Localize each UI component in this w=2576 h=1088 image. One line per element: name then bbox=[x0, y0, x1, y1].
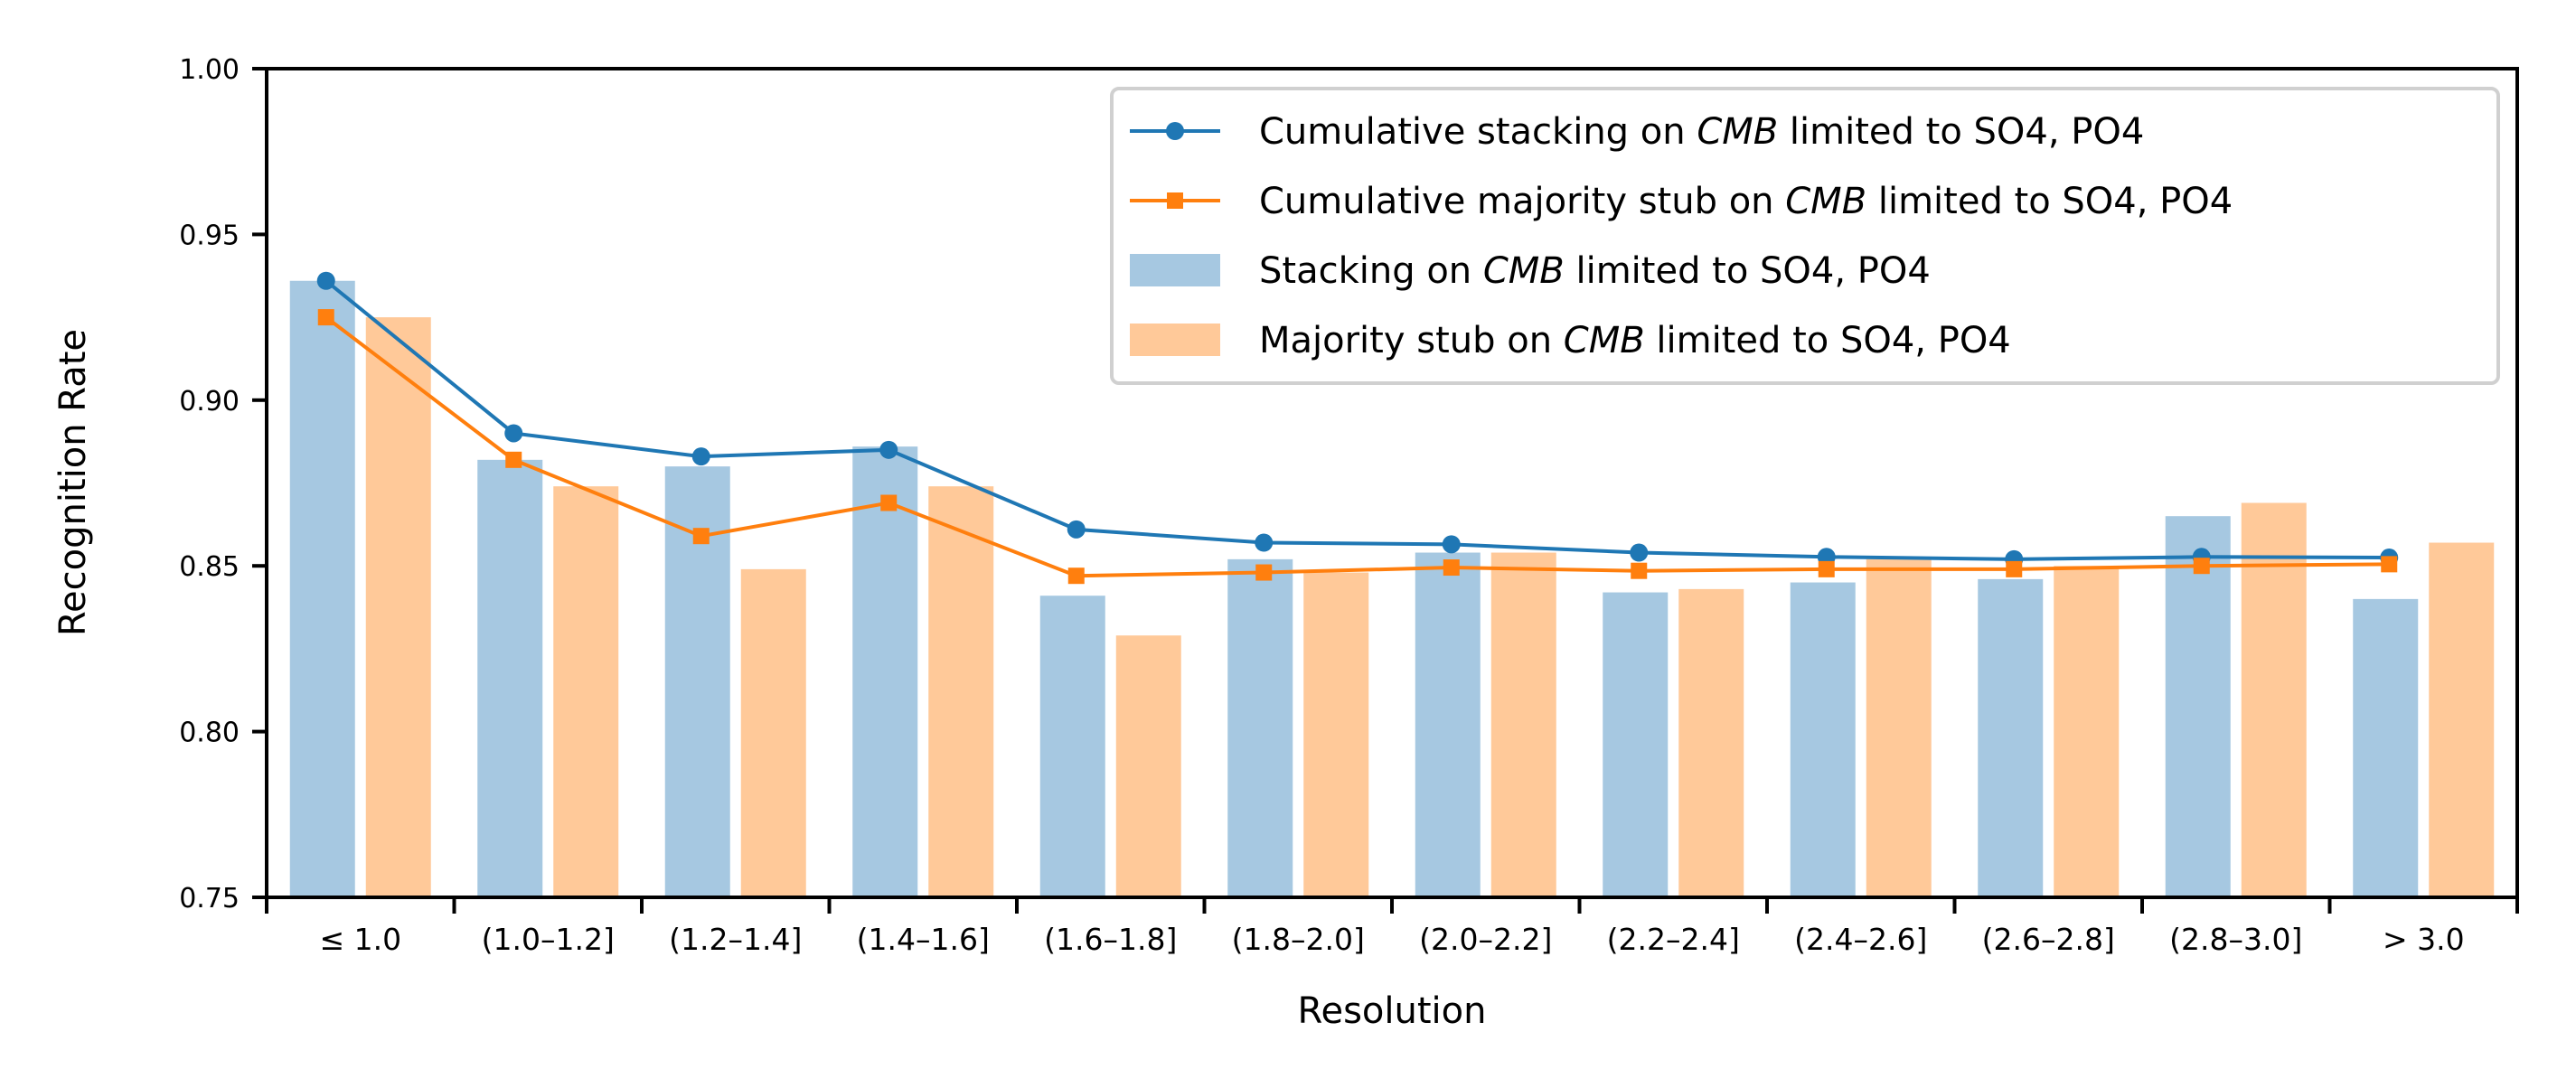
x-tick-label-3: (1.2–1.4] bbox=[669, 922, 802, 957]
bar-series2-7 bbox=[1490, 552, 1556, 897]
x-tick-label-12: > 3.0 bbox=[2383, 922, 2465, 957]
legend-box bbox=[1110, 87, 2500, 385]
point-series4-3 bbox=[692, 528, 710, 545]
bar-series2-12 bbox=[2429, 542, 2495, 897]
point-series4-12 bbox=[2381, 556, 2398, 573]
bar-series1-11 bbox=[2165, 516, 2231, 897]
bar-series1-9 bbox=[1790, 582, 1856, 897]
x-tick-label-7: (2.0–2.2] bbox=[1419, 922, 1552, 957]
legend-label-3: Stacking on CMB limited to SO4, PO4 bbox=[1259, 250, 1931, 292]
y-tick-label-5: 0.95 bbox=[179, 220, 240, 251]
legend-label-2: Cumulative majority stub on CMB limited … bbox=[1259, 181, 2233, 222]
x-axis-label: Resolution bbox=[1297, 990, 1486, 1032]
bar-series1-7 bbox=[1415, 552, 1481, 897]
bar-series1-5 bbox=[1039, 596, 1105, 897]
y-axis-ticks: 0.75 0.80 0.85 0.90 0.95 1.00 bbox=[179, 54, 267, 914]
point-series4-8 bbox=[1631, 562, 1648, 579]
bar-series1-10 bbox=[1978, 578, 2044, 897]
legend-swatch-3 bbox=[1130, 254, 1220, 286]
point-series4-4 bbox=[880, 494, 898, 511]
legend-label-4: Majority stub on CMB limited to SO4, PO4 bbox=[1259, 320, 2011, 361]
point-series4-9 bbox=[1818, 560, 1835, 577]
point-series3-8 bbox=[1630, 543, 1649, 562]
y-tick-label-4: 0.90 bbox=[179, 386, 240, 417]
point-series3-6 bbox=[1255, 533, 1274, 552]
bar-series2-3 bbox=[740, 568, 806, 897]
legend-marker-2 bbox=[1167, 192, 1183, 209]
point-series4-11 bbox=[2193, 558, 2210, 575]
bar-series2-9 bbox=[1866, 558, 1932, 897]
point-series3-3 bbox=[691, 447, 710, 466]
point-series4-5 bbox=[1067, 567, 1085, 585]
y-tick-label-3: 0.85 bbox=[179, 551, 240, 583]
point-series3-4 bbox=[879, 440, 898, 459]
bar-series2-10 bbox=[2054, 566, 2120, 897]
bar-series2-6 bbox=[1303, 572, 1369, 897]
x-tick-label-5: (1.6–1.8] bbox=[1044, 922, 1177, 957]
bar-series1-8 bbox=[1603, 592, 1669, 897]
bar-series2-2 bbox=[553, 486, 619, 897]
bar-series2-11 bbox=[2241, 502, 2307, 897]
line-series4 bbox=[324, 315, 2390, 578]
legend: Cumulative stacking on CMB limited to SO… bbox=[1110, 87, 2500, 385]
bar-series2-5 bbox=[1115, 635, 1181, 897]
x-tick-label-2: (1.0–1.2] bbox=[482, 922, 615, 957]
y-axis-label: Recognition Rate bbox=[52, 329, 94, 636]
y-tick-label-2: 0.80 bbox=[179, 718, 240, 749]
point-series4-2 bbox=[505, 451, 522, 468]
legend-label-1: Cumulative stacking on CMB limited to SO… bbox=[1259, 111, 2144, 153]
y-tick-label-6: 1.00 bbox=[179, 54, 240, 86]
x-axis-ticks: ≤ 1.0 (1.0–1.2] (1.2–1.4] (1.4–1.6] (1.6–1.8… bbox=[265, 897, 2519, 957]
bar-series1-2 bbox=[477, 459, 543, 897]
x-tick-label-6: (1.8–2.0] bbox=[1232, 922, 1365, 957]
legend-swatch-4 bbox=[1130, 324, 1220, 356]
x-tick-label-10: (2.6–2.8] bbox=[1982, 922, 2115, 957]
point-series4-7 bbox=[1443, 559, 1460, 577]
bar-series2-8 bbox=[1678, 588, 1744, 897]
legend-marker-1 bbox=[1166, 122, 1184, 140]
bar-series1-1 bbox=[289, 280, 355, 897]
bar-series2-1 bbox=[365, 317, 431, 898]
x-tick-label-11: (2.8–3.0] bbox=[2169, 922, 2302, 957]
bar-series1-4 bbox=[852, 446, 918, 897]
bar-series1-6 bbox=[1227, 558, 1293, 897]
bar-series1-12 bbox=[2353, 598, 2419, 897]
x-tick-label-4: (1.4–1.6] bbox=[857, 922, 990, 957]
line-series3 bbox=[324, 279, 2390, 561]
point-series3-1 bbox=[316, 271, 335, 290]
bars-layer bbox=[289, 280, 2495, 898]
point-series3-5 bbox=[1067, 520, 1086, 539]
x-tick-label-8: (2.2–2.4] bbox=[1607, 922, 1740, 957]
point-series3-7 bbox=[1442, 535, 1461, 554]
x-tick-label-9: (2.4–2.6] bbox=[1794, 922, 1927, 957]
x-tick-label-1: ≤ 1.0 bbox=[319, 922, 401, 957]
point-series4-10 bbox=[2006, 560, 2023, 577]
y-tick-label-1: 0.75 bbox=[179, 883, 240, 914]
point-series3-2 bbox=[504, 424, 523, 443]
bar-series2-4 bbox=[928, 486, 994, 897]
point-series4-6 bbox=[1255, 564, 1273, 581]
point-series4-1 bbox=[317, 309, 334, 326]
lines-layer bbox=[316, 271, 2399, 585]
